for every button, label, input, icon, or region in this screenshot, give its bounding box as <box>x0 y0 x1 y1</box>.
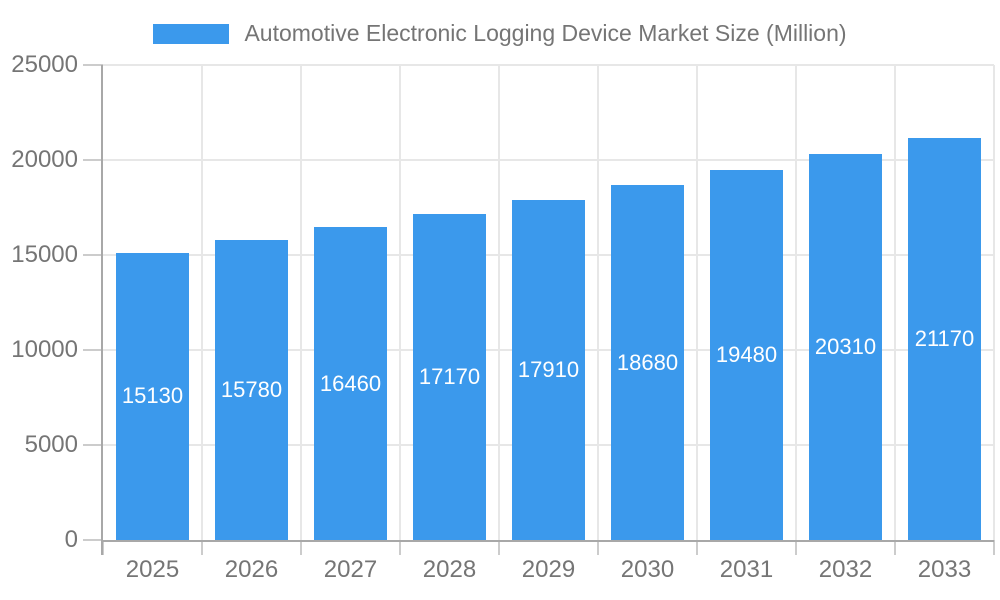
x-axis-tick-label: 2032 <box>818 556 873 583</box>
x-axis-tick-label: 2025 <box>125 556 180 583</box>
y-axis-tick-label: 25000 <box>11 51 78 78</box>
x-gridline <box>498 65 500 540</box>
legend-item[interactable]: Automotive Electronic Logging Device Mar… <box>153 20 847 47</box>
y-axis-tick <box>83 254 103 256</box>
x-axis-tick <box>399 540 401 555</box>
y-axis-tick <box>83 539 103 541</box>
x-gridline <box>597 65 599 540</box>
y-axis-tick <box>83 159 103 161</box>
bar-value-label: 17170 <box>418 363 481 389</box>
x-axis-tick-label: 2031 <box>719 556 774 583</box>
y-gridline <box>103 64 994 66</box>
y-axis-tick-label: 10000 <box>11 336 78 363</box>
x-axis-line <box>101 540 994 542</box>
y-axis-tick-label: 5000 <box>24 431 78 458</box>
bar[interactable] <box>314 227 387 540</box>
bar[interactable] <box>116 252 189 540</box>
x-axis-tick <box>498 540 500 555</box>
x-axis-tick <box>795 540 797 555</box>
bar[interactable] <box>413 213 486 540</box>
x-axis-tick <box>696 540 698 555</box>
x-gridline <box>201 65 203 540</box>
legend: Automotive Electronic Logging Device Mar… <box>0 20 1000 47</box>
bar[interactable] <box>908 137 981 540</box>
x-axis-tick <box>300 540 302 555</box>
bar-value-label: 20310 <box>814 334 877 360</box>
x-axis-tick <box>993 540 995 555</box>
x-gridline <box>300 65 302 540</box>
bar-value-label: 18680 <box>616 349 679 375</box>
x-axis-tick-label: 2026 <box>224 556 279 583</box>
x-axis-tick <box>894 540 896 555</box>
bar-value-label: 17910 <box>517 356 580 382</box>
bar-value-label: 16460 <box>319 370 382 396</box>
y-axis-tick-label: 15000 <box>11 241 78 268</box>
x-axis-tick <box>597 540 599 555</box>
x-axis-tick-label: 2029 <box>521 556 576 583</box>
x-axis-tick-label: 2027 <box>323 556 378 583</box>
bar[interactable] <box>215 240 288 540</box>
legend-swatch-icon <box>153 23 230 44</box>
y-axis-tick <box>83 349 103 351</box>
x-axis-tick-label: 2030 <box>620 556 675 583</box>
x-gridline <box>696 65 698 540</box>
y-gridline <box>103 159 994 161</box>
bar[interactable] <box>512 199 585 540</box>
x-gridline <box>399 65 401 540</box>
y-axis-tick <box>83 444 103 446</box>
bar-value-label: 21170 <box>914 325 975 351</box>
x-axis-tick-label: 2028 <box>422 556 477 583</box>
bar[interactable] <box>611 185 684 540</box>
x-axis-tick <box>201 540 203 555</box>
y-axis-tick-label: 20000 <box>11 146 78 173</box>
x-axis-tick <box>102 540 104 555</box>
x-gridline <box>993 65 995 540</box>
bar[interactable] <box>710 169 783 540</box>
y-axis-tick-label: 0 <box>64 526 78 553</box>
bar[interactable] <box>809 154 882 540</box>
x-gridline <box>795 65 797 540</box>
plot-area: 0 5000 10000 15000 20000 25000 15130 2025 15780 2… <box>11 51 995 583</box>
y-axis-line <box>101 65 103 555</box>
x-gridline <box>894 65 896 540</box>
y-axis-tick <box>83 64 103 66</box>
bar-value-label: 15780 <box>220 377 283 403</box>
bar-value-label: 19480 <box>715 341 778 367</box>
bar-value-label: 15130 <box>121 383 184 409</box>
x-axis-tick-label: 2033 <box>917 556 972 583</box>
legend-label: Automotive Electronic Logging Device Mar… <box>244 20 847 46</box>
